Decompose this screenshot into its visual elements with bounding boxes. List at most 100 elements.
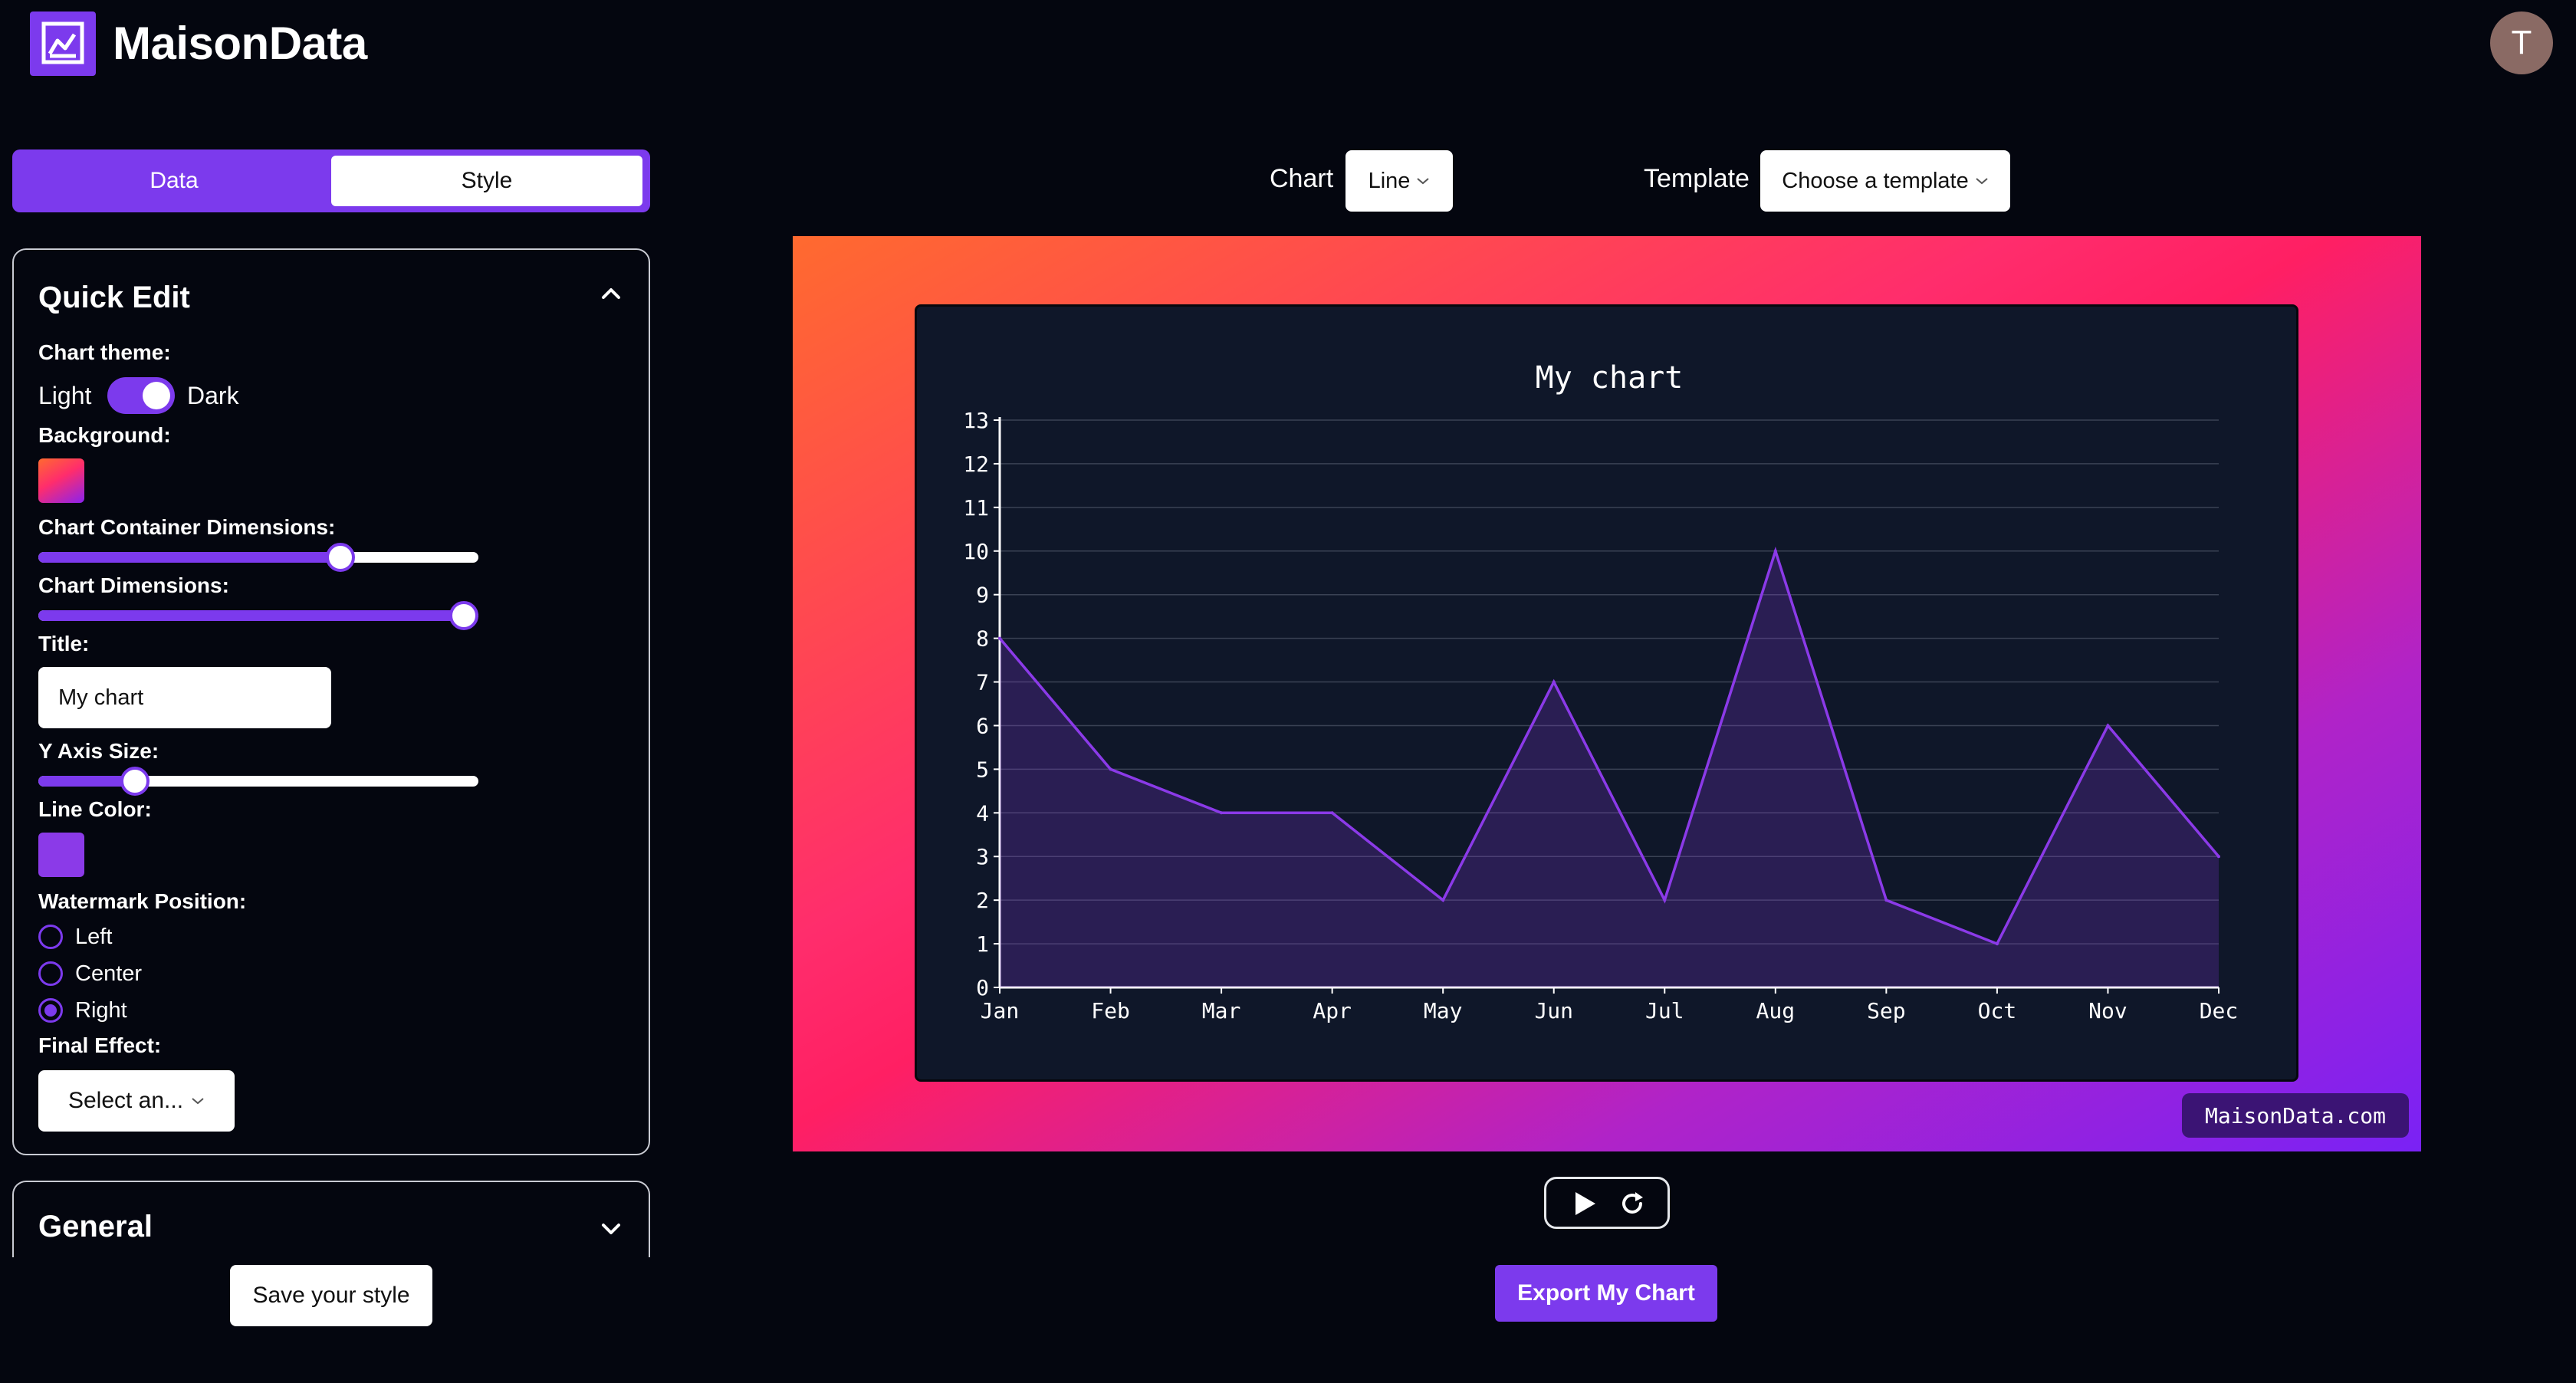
general-panel[interactable]: General (12, 1181, 650, 1257)
theme-toggle[interactable] (107, 377, 175, 414)
data-point (1441, 898, 1445, 902)
template-label: Template (1644, 164, 1750, 193)
y-tick-label: 13 (963, 408, 989, 433)
editor-tabs: Data Style (12, 149, 650, 212)
x-tick-label: Aug (1756, 998, 1796, 1023)
chevron-down-icon[interactable] (600, 1217, 623, 1240)
y-tick-label: 2 (976, 888, 989, 913)
x-tick-label: May (1424, 998, 1463, 1023)
series-area (1000, 550, 2219, 987)
data-point (1773, 549, 1777, 553)
radio-center-label: Center (75, 961, 143, 986)
data-point (2106, 724, 2110, 728)
watermark-position-label: Watermark Position: (38, 889, 247, 913)
y-tick-label: 11 (963, 495, 989, 521)
x-tick-label: Sep (1867, 998, 1906, 1023)
final-effect-select[interactable]: Select an... (38, 1070, 235, 1132)
play-icon[interactable] (1571, 1190, 1598, 1217)
user-avatar[interactable]: T (2490, 11, 2553, 74)
final-effect-value: Select an... (67, 1088, 184, 1113)
toggle-knob (143, 382, 170, 409)
watermark-badge: MaisonData.com (2182, 1093, 2409, 1138)
x-tick-label: Dec (2200, 998, 2239, 1023)
data-point (1995, 942, 1999, 946)
data-point (1552, 680, 1556, 684)
slider-thumb[interactable] (326, 543, 355, 572)
quick-edit-panel: Quick Edit Chart theme: Light Dark Backg… (12, 248, 650, 1155)
background-label: Background: (38, 423, 171, 447)
container-dimensions-slider[interactable] (38, 543, 478, 572)
tab-data[interactable]: Data (150, 168, 199, 193)
save-style-button[interactable]: Save your style (230, 1265, 432, 1326)
y-tick-label: 6 (976, 713, 989, 738)
x-tick-label: Apr (1313, 998, 1352, 1023)
tab-style[interactable]: Style (331, 156, 642, 206)
x-tick-label: Oct (1978, 998, 2017, 1023)
chart-card: My chart 0 1 2 3 4 5 6 7 8 9 10 11 12 13 Jan Feb Mar Apr M… (915, 304, 2298, 1082)
y-tick-label: 8 (976, 626, 989, 652)
y-tick-label: 5 (976, 757, 989, 782)
data-point (1109, 767, 1112, 771)
background-swatch[interactable] (38, 458, 84, 503)
data-point (998, 636, 1001, 640)
y-axis-size-slider[interactable] (38, 767, 478, 796)
x-tick-label: Feb (1091, 998, 1130, 1023)
x-tick-label: Jan (981, 998, 1020, 1023)
data-point (1884, 898, 1888, 902)
chart-dimensions-slider[interactable] (38, 601, 478, 630)
chart-title: My chart (1536, 360, 1684, 396)
playback-controls (1544, 1177, 1670, 1229)
slider-fill (38, 610, 468, 621)
radio-right[interactable] (38, 998, 63, 1023)
line-color-swatch[interactable] (38, 833, 84, 877)
title-label: Title: (38, 632, 90, 655)
chevron-down-icon (1417, 178, 1430, 185)
title-input[interactable]: My chart (38, 667, 331, 728)
x-tick-label: Mar (1202, 998, 1241, 1023)
y-tick-label: 12 (963, 452, 989, 477)
y-axis-size-label: Y Axis Size: (38, 739, 159, 763)
app-logo[interactable] (30, 11, 96, 76)
slider-fill (38, 552, 340, 563)
chevron-down-icon (192, 1098, 204, 1105)
slider-thumb[interactable] (449, 601, 478, 630)
general-title: General (38, 1210, 153, 1243)
theme-light-label: Light (38, 382, 92, 409)
series-line (998, 546, 2220, 946)
chart-type-value: Line (1368, 168, 1411, 193)
radio-left[interactable] (38, 925, 63, 949)
line-color-label: Line Color: (38, 797, 152, 821)
y-tick-label: 7 (976, 670, 989, 695)
chart-dimensions-label: Chart Dimensions: (38, 573, 229, 597)
chevron-up-icon[interactable] (600, 282, 623, 305)
quick-edit-title: Quick Edit (38, 281, 190, 314)
theme-dark-label: Dark (187, 382, 239, 409)
radio-right-label: Right (75, 998, 127, 1023)
x-tick-label: Jul (1645, 998, 1684, 1023)
x-tick-label: Jun (1534, 998, 1573, 1023)
x-tick-label: Nov (2088, 998, 2128, 1023)
slider-fill (38, 776, 138, 787)
chevron-down-icon (1976, 178, 1988, 185)
y-tick-label: 4 (976, 800, 989, 826)
chart-logo-icon (41, 21, 84, 64)
container-dimensions-label: Chart Container Dimensions: (38, 515, 336, 539)
data-point (1330, 811, 1334, 815)
template-select[interactable]: Choose a template (1760, 150, 2010, 212)
y-tick-label: 0 (976, 975, 989, 1000)
brand-name: MaisonData (113, 18, 367, 69)
replay-icon[interactable] (1617, 1188, 1648, 1219)
chart-type-select[interactable]: Line (1346, 150, 1453, 212)
data-point (1663, 898, 1667, 902)
data-point (2217, 855, 2220, 859)
y-tick-label: 3 (976, 844, 989, 869)
y-tick-label: 1 (976, 931, 989, 957)
chart-type-label: Chart (1270, 164, 1334, 193)
slider-thumb[interactable] (120, 767, 150, 796)
chart-theme-label: Chart theme: (38, 340, 171, 364)
data-point (1220, 811, 1224, 815)
y-tick-label: 10 (963, 539, 989, 564)
export-chart-button[interactable]: Export My Chart (1495, 1265, 1717, 1322)
radio-center[interactable] (38, 961, 63, 986)
